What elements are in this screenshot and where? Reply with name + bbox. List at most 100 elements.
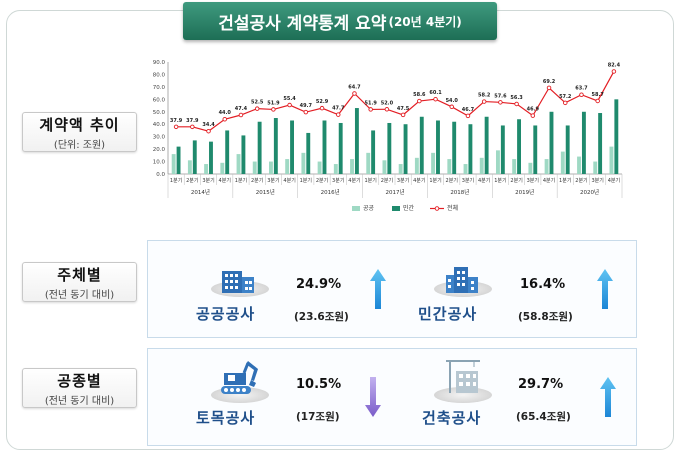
y-tick-label: 20.0 bbox=[153, 147, 166, 153]
x-tick-label: 3분기 bbox=[591, 177, 603, 184]
x-tick-label: 2분기 bbox=[251, 177, 263, 184]
trend-label: 계약액 추이 bbox=[39, 115, 120, 134]
y-tick-label: 80.0 bbox=[153, 72, 166, 78]
legend-public-swatch bbox=[352, 206, 360, 211]
data-label: 47.4 bbox=[235, 106, 248, 112]
total-point bbox=[595, 98, 600, 104]
data-label: 47.5 bbox=[397, 106, 410, 112]
data-label: 64.7 bbox=[348, 84, 361, 90]
bar-private bbox=[484, 116, 489, 174]
total-point bbox=[368, 107, 373, 112]
total-point bbox=[254, 106, 260, 111]
bar-private bbox=[241, 135, 246, 174]
bar-private bbox=[549, 111, 554, 174]
bar-public bbox=[414, 157, 419, 174]
bar-public bbox=[463, 164, 468, 174]
total-point bbox=[319, 105, 325, 111]
bar-public bbox=[301, 152, 306, 174]
data-label: 58.2 bbox=[478, 93, 491, 99]
total-point bbox=[303, 109, 309, 115]
type-panel: 토목공사 10.5% (17조원) 건축공사 29.7% (65.4조원) bbox=[147, 348, 637, 446]
civil-works-label: 토목공사 bbox=[196, 409, 256, 427]
total-point bbox=[238, 112, 244, 118]
bar-private bbox=[614, 99, 619, 174]
x-tick-label: 4분기 bbox=[283, 177, 295, 184]
data-label: 46.9 bbox=[527, 107, 540, 113]
bar-public bbox=[252, 161, 257, 174]
year-label: 2016년 bbox=[321, 188, 340, 196]
bar-public bbox=[269, 161, 273, 174]
data-label: 47.7 bbox=[332, 106, 345, 112]
trend-label-box: 계약액 추이 (단위: 조원) bbox=[22, 112, 137, 152]
private-works-label: 민간공사 bbox=[418, 305, 478, 323]
data-label: 52.5 bbox=[251, 100, 264, 106]
bar-private bbox=[322, 120, 327, 174]
data-label: 57.6 bbox=[494, 93, 507, 99]
bar-private bbox=[581, 111, 586, 174]
private-pct: 16.4% bbox=[520, 277, 566, 292]
total-point bbox=[352, 91, 357, 96]
data-label: 54.0 bbox=[446, 98, 459, 104]
bar-private bbox=[338, 122, 343, 174]
x-tick-label: 2분기 bbox=[446, 177, 458, 184]
bar-public bbox=[220, 162, 225, 174]
construction-icon bbox=[446, 360, 480, 393]
public-pct: 24.9% bbox=[296, 277, 342, 292]
bar-public bbox=[496, 150, 500, 174]
total-point bbox=[287, 102, 292, 108]
x-tick-label: 3분기 bbox=[332, 177, 344, 184]
private-up-arrow-icon bbox=[597, 269, 613, 309]
public-building-icon bbox=[222, 271, 254, 293]
x-tick-label: 1분기 bbox=[170, 177, 182, 184]
legend-total-label: 전체 bbox=[447, 204, 458, 212]
bar-public bbox=[398, 164, 403, 174]
y-tick-label: 30.0 bbox=[153, 135, 166, 141]
data-label: 34.4 bbox=[202, 122, 215, 128]
bar-public bbox=[285, 159, 290, 174]
total-point bbox=[222, 116, 227, 122]
owner-label-box: 주체별 (전년 동기 대비) bbox=[22, 262, 137, 302]
bar-private bbox=[468, 124, 473, 174]
data-label: 57.2 bbox=[559, 94, 572, 100]
x-tick-label: 2분기 bbox=[575, 177, 587, 184]
bar-public bbox=[333, 164, 338, 174]
x-tick-label: 1분기 bbox=[494, 177, 506, 184]
bar-public bbox=[187, 160, 192, 174]
x-tick-label: 2분기 bbox=[381, 177, 393, 184]
bar-private bbox=[452, 121, 457, 174]
x-tick-label: 1분기 bbox=[429, 177, 441, 184]
total-point bbox=[190, 124, 195, 130]
data-label: 60.1 bbox=[429, 90, 442, 96]
bar-public bbox=[382, 160, 387, 174]
total-point bbox=[563, 100, 568, 106]
x-tick-label: 4분기 bbox=[348, 177, 360, 184]
total-point bbox=[400, 112, 406, 118]
private-building-icon bbox=[446, 267, 478, 293]
year-label: 2020년 bbox=[580, 188, 599, 196]
bar-private bbox=[436, 120, 440, 174]
x-tick-label: 1분기 bbox=[559, 177, 571, 184]
bar-public bbox=[366, 152, 371, 174]
civil-pct: 10.5% bbox=[296, 377, 342, 392]
x-tick-label: 3분기 bbox=[267, 177, 279, 184]
year-label: 2018년 bbox=[450, 188, 469, 196]
excavator-icon bbox=[221, 361, 258, 394]
type-sub: (전년 동기 대비) bbox=[44, 395, 115, 407]
bar-public bbox=[593, 161, 598, 174]
y-tick-label: 40.0 bbox=[153, 122, 166, 128]
total-point bbox=[433, 96, 438, 102]
bar-public bbox=[544, 159, 549, 174]
bar-private bbox=[209, 141, 213, 174]
bar-private bbox=[500, 125, 505, 174]
total-point bbox=[206, 128, 211, 134]
bar-private bbox=[273, 118, 278, 174]
public-works-label: 공공공사 bbox=[196, 305, 256, 323]
data-label: 52.9 bbox=[316, 99, 329, 105]
building-amount: (65.4조원) bbox=[516, 411, 571, 423]
data-label: 44.0 bbox=[219, 110, 232, 116]
total-point bbox=[271, 107, 276, 112]
data-label: 55.4 bbox=[283, 96, 296, 102]
bar-private bbox=[565, 125, 570, 174]
total-point bbox=[530, 113, 536, 118]
y-tick-label: 0.0 bbox=[156, 172, 165, 178]
